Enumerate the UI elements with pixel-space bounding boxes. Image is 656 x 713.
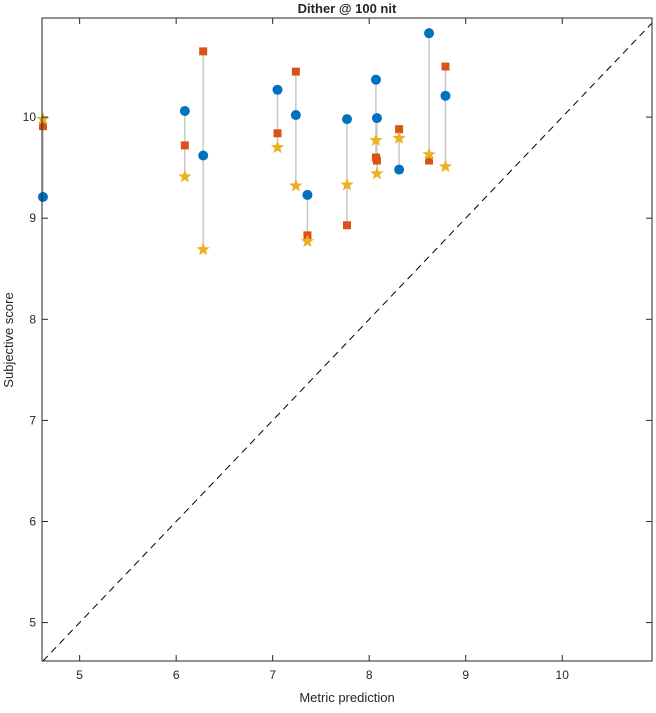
y-axis-label: Subjective score: [1, 292, 16, 387]
star-data-point: [270, 140, 285, 154]
x-tick-label: 5: [76, 668, 83, 682]
circle-data-point: [302, 189, 313, 200]
star-data-point: [392, 131, 406, 144]
circle-data-point: [179, 106, 190, 117]
square-data-point: [425, 156, 434, 165]
identity-reference-line: [42, 22, 653, 662]
circle-data-point: [342, 114, 352, 125]
square-data-point: [38, 122, 47, 131]
square-data-point: [343, 221, 351, 230]
x-tick-label: 9: [462, 668, 469, 682]
star-data-point: [36, 112, 50, 125]
x-tick-label: 8: [366, 668, 373, 682]
circle-data-point: [272, 84, 283, 95]
x-tick-label: 10: [556, 668, 570, 682]
square-data-point: [395, 125, 404, 134]
y-tick-label: 8: [29, 312, 36, 326]
star-data-point: [438, 159, 453, 173]
circle-data-point: [424, 28, 435, 39]
x-axis-label: Metric prediction: [299, 690, 394, 705]
chart-title: Dither @ 100 nit: [298, 1, 397, 16]
square-data-point: [291, 67, 300, 76]
star-data-point: [289, 178, 303, 192]
square-data-point: [441, 62, 450, 71]
circle-data-point: [394, 164, 405, 175]
star-data-point: [300, 234, 315, 248]
circle-data-point: [370, 74, 381, 85]
y-tick-label: 5: [29, 616, 36, 630]
circle-data-point: [290, 110, 301, 121]
star-data-point: [178, 169, 192, 183]
circle-data-point: [198, 150, 209, 161]
square-data-point: [180, 141, 189, 150]
circle-data-point: [37, 191, 48, 202]
star-data-point: [340, 177, 354, 191]
square-data-point: [372, 156, 381, 165]
circle-data-point: [440, 90, 451, 101]
square-data-point: [273, 129, 282, 138]
star-data-point: [196, 242, 210, 256]
x-tick-label: 6: [173, 668, 180, 682]
y-tick-label: 9: [29, 211, 36, 225]
star-data-point: [422, 147, 436, 161]
plot-frame: [41, 17, 653, 662]
y-tick-label: 7: [29, 413, 36, 427]
star-data-point: [369, 133, 383, 146]
star-data-point: [370, 166, 384, 180]
x-tick-label: 7: [269, 668, 276, 682]
y-tick-label: 10: [23, 110, 37, 124]
y-tick-label: 6: [29, 514, 36, 528]
square-data-point: [199, 47, 208, 56]
circle-data-point: [371, 113, 382, 124]
